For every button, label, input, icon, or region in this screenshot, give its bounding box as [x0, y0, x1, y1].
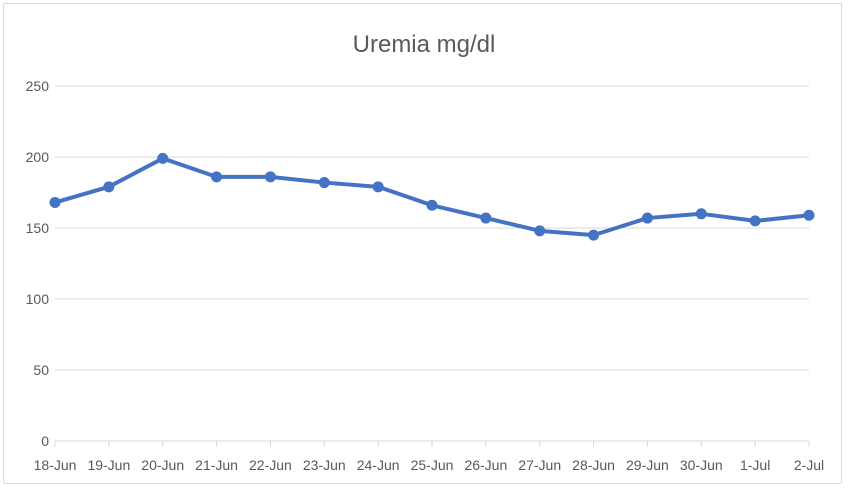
x-tick-label: 18-Jun [34, 457, 77, 473]
x-tick-label: 20-Jun [141, 457, 184, 473]
x-tick-label: 21-Jun [195, 457, 238, 473]
data-point [534, 225, 546, 237]
chart-frame [3, 3, 842, 484]
chart-title: Uremia mg/dl [353, 31, 496, 58]
y-tick-label: 200 [26, 149, 50, 165]
x-tick-label: 1-Jul [740, 457, 770, 473]
x-tick-label: 19-Jun [87, 457, 130, 473]
data-point [749, 215, 761, 227]
data-point [49, 196, 61, 208]
x-tick-label: 30-Jun [680, 457, 723, 473]
x-tick-label: 29-Jun [626, 457, 669, 473]
data-point [103, 181, 115, 193]
x-tick-label: 24-Jun [357, 457, 400, 473]
y-tick-label: 100 [26, 291, 50, 307]
y-tick-label: 250 [26, 78, 50, 94]
data-point [803, 209, 815, 221]
y-axis-ticks: 0 50 100 150 200 250 [26, 78, 50, 449]
series-line [53, 156, 811, 238]
x-tick-label: 22-Jun [249, 457, 292, 473]
series-group [49, 152, 815, 241]
data-point [372, 181, 384, 193]
data-point [157, 152, 169, 164]
x-tick-label: 26-Jun [464, 457, 507, 473]
y-tick-label: 150 [26, 220, 50, 236]
data-point [641, 212, 653, 224]
gridlines [55, 85, 809, 371]
data-point [211, 171, 223, 183]
data-point [480, 212, 492, 224]
y-tick-label: 50 [33, 362, 49, 378]
x-axis: 18-Jun 19-Jun 20-Jun 21-Jun 22-Jun 23-Jun 24-J… [34, 440, 824, 473]
data-point [426, 199, 438, 211]
data-point [318, 177, 330, 189]
y-tick-label: 0 [41, 433, 49, 449]
x-tick-label: 25-Jun [411, 457, 454, 473]
data-point [264, 171, 276, 183]
x-tick-label: 23-Jun [303, 457, 346, 473]
x-tick-label: 28-Jun [572, 457, 615, 473]
data-point [695, 208, 707, 220]
x-tick-label: 27-Jun [518, 457, 561, 473]
x-tick-label: 2-Jul [794, 457, 824, 473]
data-point [588, 229, 600, 241]
